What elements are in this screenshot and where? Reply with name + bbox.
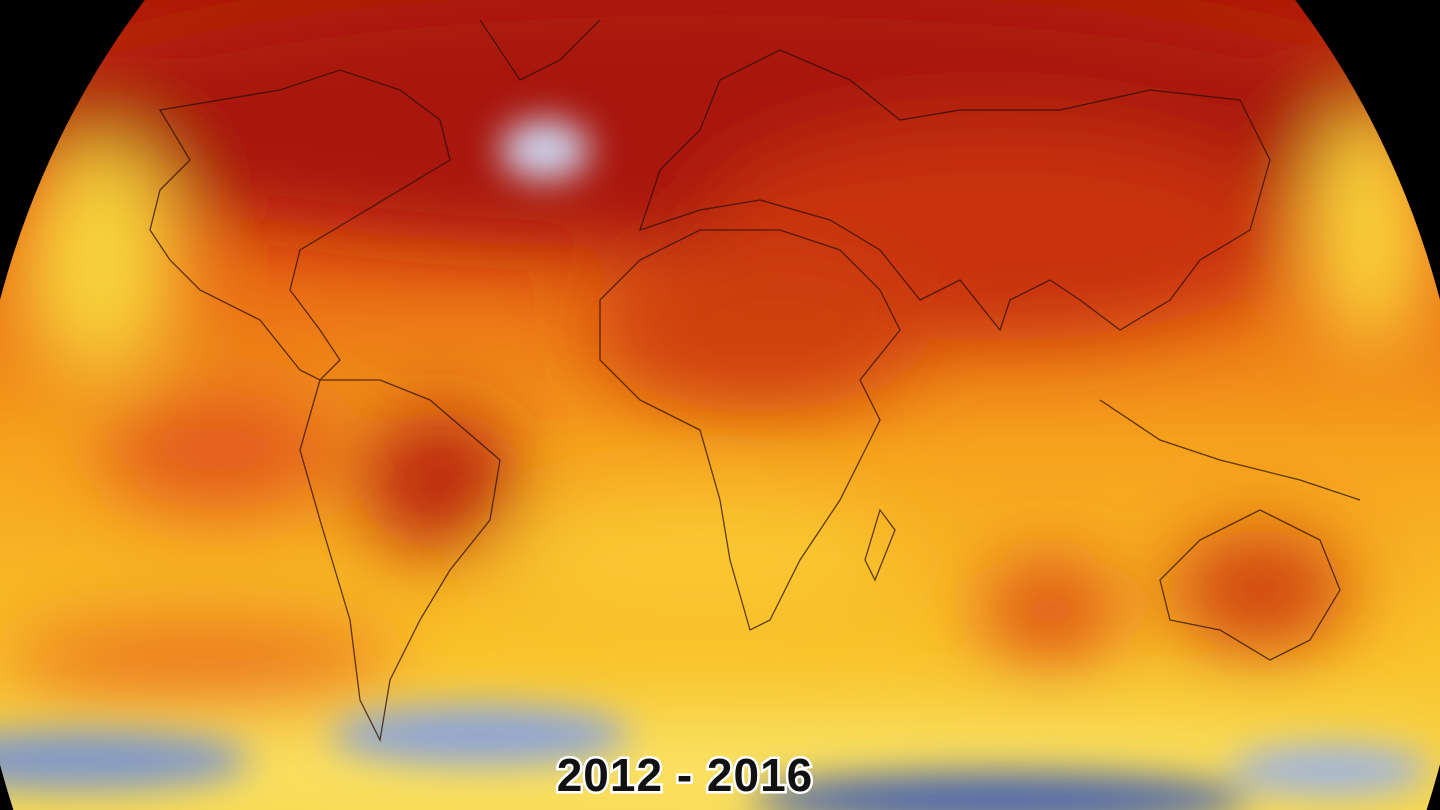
- period-label: 2012 - 2016: [557, 749, 814, 801]
- coastlines: [149, 19, 1361, 743]
